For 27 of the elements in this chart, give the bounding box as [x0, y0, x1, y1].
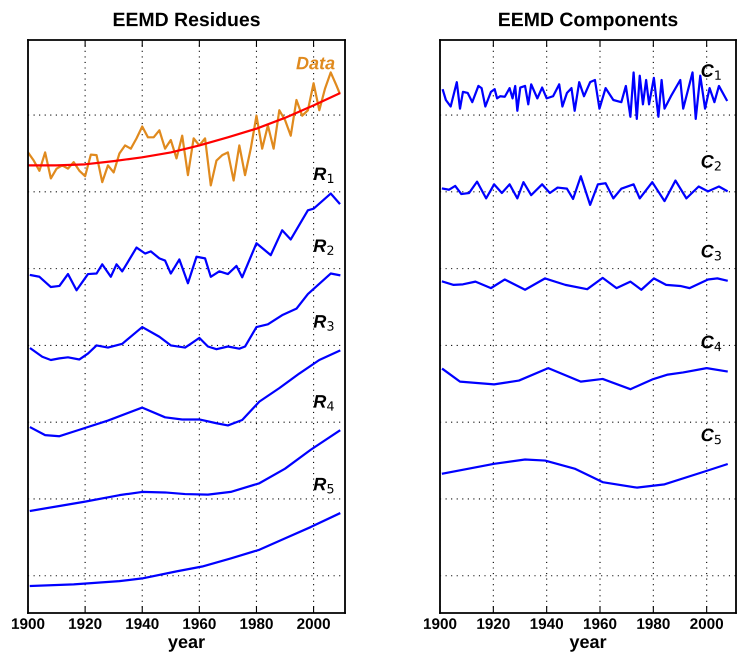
x-tick-label: 1900	[424, 618, 456, 630]
x-tick-label: 1960	[584, 618, 616, 630]
x-axis-title: year	[570, 638, 606, 652]
x-tick-label: 1940	[126, 618, 159, 630]
x-tick-label: 1980	[240, 618, 273, 630]
x-tick-label: 2000	[690, 618, 724, 630]
series-label: C$_{2}$	[702, 154, 721, 171]
series-label: R$_{3}$	[314, 315, 334, 331]
series-label: C$_{5}$	[702, 428, 721, 444]
series-label: Data	[296, 56, 335, 70]
chart-title: EEMD Components	[499, 12, 678, 30]
series-label: C$_{4}$	[702, 336, 722, 352]
series-label: R$_{1}$	[314, 168, 334, 183]
x-tick-label: 1960	[183, 618, 216, 630]
x-tick-label: 1920	[477, 618, 510, 630]
x-tick-label: 1920	[69, 618, 102, 630]
x-tick-label: 1900	[12, 618, 44, 630]
series-label: R$_{5}$	[314, 478, 334, 494]
series-label: C$_{3}$	[702, 244, 721, 260]
x-tick-label: 2000	[297, 618, 330, 630]
chart-title: EEMD Residues	[114, 12, 260, 26]
x-axis-title: year	[168, 638, 205, 652]
series-label: R$_{4}$	[314, 395, 334, 411]
series-label: C$_{1}$	[702, 64, 721, 80]
series-label: R$_{2}$	[314, 239, 334, 255]
x-tick-label: 1980	[637, 618, 670, 630]
x-tick-label: 1940	[530, 618, 564, 630]
